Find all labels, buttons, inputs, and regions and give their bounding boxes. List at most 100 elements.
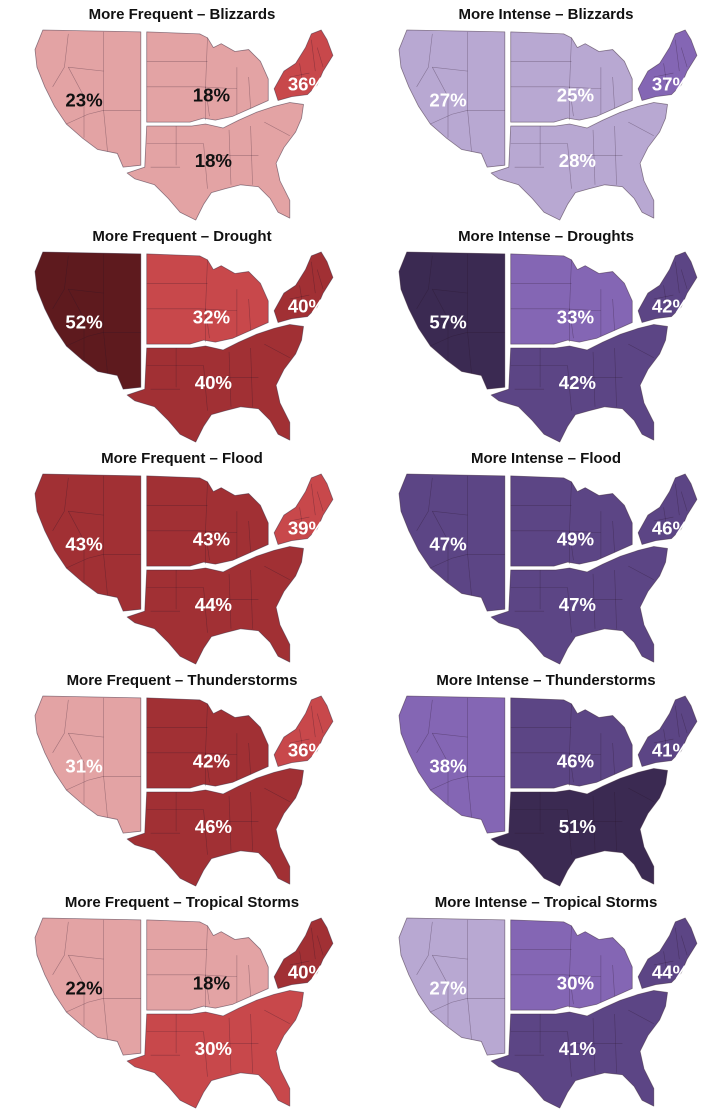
map-panel-more-frequent-blizzards: More Frequent – Blizzards 23% 18% 36% 18% (0, 0, 364, 222)
us-region-map: 31% 42% 36% 46% (34, 695, 334, 887)
state-border (289, 72, 310, 78)
state-border (103, 998, 108, 1040)
region-shape-south (126, 768, 304, 887)
state-border (416, 699, 433, 753)
region-west: 27% (398, 917, 506, 1056)
state-border (228, 129, 232, 185)
state-border (628, 787, 654, 803)
state-border (567, 365, 572, 411)
state-border (205, 37, 210, 117)
region-value-midwest: 33% (557, 307, 595, 328)
state-border (52, 255, 69, 309)
region-shape-northeast (637, 473, 698, 545)
state-border (614, 347, 617, 407)
state-border (248, 742, 251, 775)
region-value-northeast: 44% (652, 962, 690, 983)
region-shape-midwest (146, 253, 269, 345)
region-shape-west (398, 473, 506, 612)
region-value-south: 40% (195, 372, 233, 393)
state-border (228, 795, 232, 851)
state-border (612, 964, 615, 997)
state-border (680, 491, 688, 512)
state-border (467, 332, 472, 374)
state-border (205, 259, 210, 339)
state-border (432, 66, 468, 111)
region-value-south: 28% (559, 150, 597, 171)
region-northeast: 37% (637, 29, 698, 101)
state-border (228, 573, 232, 629)
region-value-west: 31% (65, 755, 103, 776)
map-panel-more-frequent-flood: More Frequent – Flood 43% 43% 39% 44% (0, 444, 364, 666)
us-region-map: 57% 33% 42% 42% (398, 251, 698, 443)
state-border (66, 776, 104, 791)
state-border (675, 927, 680, 960)
state-border (567, 587, 572, 633)
state-border (264, 121, 290, 137)
region-shape-midwest (510, 253, 633, 345)
region-value-northeast: 41% (652, 740, 690, 761)
region-value-midwest: 49% (557, 529, 595, 550)
state-border (311, 705, 316, 738)
state-border (248, 298, 251, 331)
state-border (430, 110, 468, 125)
state-border (68, 510, 104, 555)
region-south: 51% (490, 768, 668, 887)
state-border (311, 927, 316, 960)
region-shape-west (34, 29, 142, 168)
region-south: 28% (490, 102, 668, 221)
region-shape-south (126, 990, 304, 1109)
region-west: 57% (398, 251, 506, 390)
state-border (299, 63, 304, 89)
region-northeast: 41% (637, 695, 698, 767)
region-value-west: 52% (65, 311, 103, 332)
us-region-map: 38% 46% 41% 51% (398, 695, 698, 887)
region-value-midwest: 25% (557, 85, 595, 106)
state-border (316, 713, 324, 734)
state-border (316, 269, 324, 290)
state-border (250, 569, 253, 629)
state-border (653, 516, 674, 522)
region-shape-south (490, 990, 668, 1109)
state-border (430, 332, 468, 347)
state-border (103, 776, 108, 818)
map-panel-more-intense-tropical-storms: More Intense – Tropical Storms 27% 30% 44% 4… (364, 888, 728, 1110)
us-region-map: 22% 18% 40% 30% (34, 917, 334, 1109)
state-border (264, 1009, 290, 1025)
region-midwest: 42% (146, 697, 269, 789)
region-shape-midwest (510, 697, 633, 789)
state-border (316, 935, 324, 956)
region-west: 47% (398, 473, 506, 612)
state-border (569, 481, 574, 561)
panel-title: More Intense – Droughts (458, 228, 634, 245)
state-border (680, 935, 688, 956)
state-border (264, 343, 290, 359)
state-border (205, 925, 210, 1005)
region-value-northeast: 40% (288, 962, 326, 983)
region-south: 18% (126, 102, 304, 221)
region-value-midwest: 30% (557, 973, 595, 994)
state-border (316, 491, 324, 512)
state-border (203, 1031, 208, 1077)
region-shape-midwest (510, 31, 633, 123)
region-shape-south (490, 546, 668, 665)
map-panel-more-frequent-drought: More Frequent – Drought 52% 32% 40% 40% (0, 222, 364, 444)
region-shape-midwest (146, 475, 269, 567)
region-midwest: 33% (510, 253, 633, 345)
region-value-west: 47% (429, 533, 467, 554)
state-border (248, 76, 251, 109)
panel-title: More Frequent – Flood (101, 450, 263, 467)
region-shape-west (398, 695, 506, 834)
state-border (569, 925, 574, 1005)
state-border (203, 809, 208, 855)
panel-title: More Intense – Blizzards (458, 6, 634, 23)
state-border (430, 998, 468, 1013)
state-border (248, 964, 251, 997)
region-shape-northeast (273, 251, 334, 323)
state-border (663, 951, 668, 977)
region-shape-midwest (146, 919, 269, 1011)
region-shape-midwest (510, 919, 633, 1011)
state-border (563, 308, 601, 312)
state-border (68, 289, 85, 360)
us-region-map: 27% 25% 37% 28% (398, 29, 698, 221)
state-border (432, 955, 449, 1026)
